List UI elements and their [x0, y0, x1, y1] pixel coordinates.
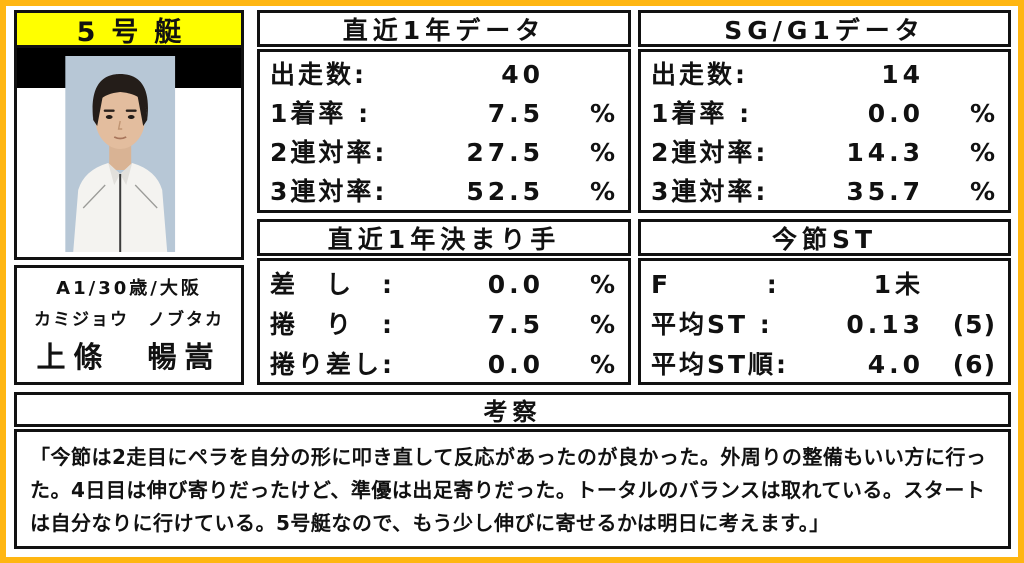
racer-comment: 「今節は2走目にペラを自分の形に叩き直して反応があったのが良かった。外周りの整備… [30, 445, 987, 535]
photo-cell [14, 48, 244, 260]
stat-unit: % [589, 177, 616, 206]
panel-recent-year: 直近1年データ 出走数: 40 1着率 : 7.5 % 2連対率: 27.5 %… [257, 10, 631, 213]
racer-info-cell: A1/30歳/大阪 カミジョウ ノブタカ 上條 暢嵩 [14, 265, 244, 385]
panel-kousatsu-body: 「今節は2走目にペラを自分の形に叩き直して反応があったのが良かった。外周りの整備… [14, 429, 1011, 549]
racer-class-age-branch: A1/30歳/大阪 [56, 278, 202, 299]
stat-unit: % [589, 349, 616, 379]
stat-label: 出走数: [651, 60, 748, 89]
stat-unit: % [589, 309, 616, 339]
stat-row: 1着率 : 0.0 % [651, 94, 996, 133]
stat-label: 2連対率: [651, 138, 769, 167]
boat-number-banner: 5号艇 [14, 10, 244, 48]
stat-label: 差 し : [270, 269, 395, 299]
racer-name-kanji: 上條 暢嵩 [36, 340, 222, 374]
stat-row: 3連対率: 52.5 % [270, 172, 616, 211]
stat-row: 捲り差し: 0.0 % [270, 344, 616, 384]
stat-unit: (5) [952, 309, 996, 339]
stat-unit: % [969, 99, 996, 128]
stat-label: F : [651, 269, 780, 299]
stat-label: 平均ST順: [651, 349, 790, 379]
panel-kimarite: 直近1年決まり手 差 し : 0.0 % 捲 り : 7.5 % 捲り差し: 0… [257, 219, 631, 385]
stat-value: 0.13 [846, 309, 924, 339]
boat-number-label: 5号艇 [76, 16, 198, 48]
stat-row: 差 し : 0.0 % [270, 264, 616, 304]
stat-row: F : 1未 [651, 264, 996, 304]
stat-value: 0.0 [487, 349, 544, 379]
panel-recent-year-body: 出走数: 40 1着率 : 7.5 % 2連対率: 27.5 % 3連対率: 5… [257, 49, 631, 213]
stat-label: 出走数: [270, 60, 367, 89]
panel-st: 今節ST F : 1未 平均ST : 0.13 (5) 平均ST順: 4.0 (… [638, 219, 1011, 385]
panel-kimarite-title: 直近1年決まり手 [257, 219, 631, 256]
stat-value: 7.5 [487, 309, 544, 339]
panel-kimarite-body: 差 し : 0.0 % 捲 り : 7.5 % 捲り差し: 0.0 % [257, 258, 631, 385]
stat-value: 1未 [873, 269, 924, 299]
stat-value: 14 [881, 60, 924, 89]
racer-photo [65, 56, 176, 252]
stat-value: 4.0 [867, 349, 924, 379]
stat-row: 捲 り : 7.5 % [270, 304, 616, 344]
panel-kousatsu: 考察 「今節は2走目にペラを自分の形に叩き直して反応があったのが良かった。外周り… [14, 392, 1011, 549]
stat-unit: % [589, 138, 616, 167]
stat-value: 52.5 [466, 177, 544, 206]
stat-row: 3連対率: 35.7 % [651, 172, 996, 211]
stat-value: 0.0 [867, 99, 924, 128]
stat-label: 1着率 : [270, 99, 372, 128]
panel-sg-g1: SG/G1データ 出走数: 14 1着率 : 0.0 % 2連対率: 14.3 … [638, 10, 1011, 213]
panel-recent-year-title: 直近1年データ [257, 10, 631, 47]
stat-row: 1着率 : 7.5 % [270, 94, 616, 133]
panel-kousatsu-title: 考察 [14, 392, 1011, 427]
stat-label: 3連対率: [270, 177, 388, 206]
stat-value: 0.0 [487, 269, 544, 299]
panel-st-title: 今節ST [638, 219, 1011, 256]
stat-value: 35.7 [846, 177, 924, 206]
stat-row: 出走数: 14 [651, 55, 996, 94]
stat-unit: % [589, 269, 616, 299]
stat-label: 1着率 : [651, 99, 753, 128]
stat-label: 捲り差し: [270, 349, 395, 379]
stat-row: 平均ST : 0.13 (5) [651, 304, 996, 344]
stat-row: 2連対率: 27.5 % [270, 133, 616, 172]
stat-label: 捲 り : [270, 309, 395, 339]
stat-row: 平均ST順: 4.0 (6) [651, 344, 996, 384]
panel-sg-g1-body: 出走数: 14 1着率 : 0.0 % 2連対率: 14.3 % 3連対率: 3… [638, 49, 1011, 213]
panel-st-body: F : 1未 平均ST : 0.13 (5) 平均ST順: 4.0 (6) [638, 258, 1011, 385]
stat-value: 7.5 [487, 99, 544, 128]
stat-value: 27.5 [466, 138, 544, 167]
stat-unit: (6) [952, 349, 996, 379]
panel-sg-g1-title: SG/G1データ [638, 10, 1011, 47]
racer-name-kana: カミジョウ ノブタカ [34, 310, 224, 330]
stat-label: 3連対率: [651, 177, 769, 206]
stat-row: 出走数: 40 [270, 55, 616, 94]
stat-value: 40 [501, 60, 544, 89]
stat-row: 2連対率: 14.3 % [651, 133, 996, 172]
stat-unit: % [969, 138, 996, 167]
racer-column: 5号艇 [14, 10, 244, 385]
stat-label: 2連対率: [270, 138, 388, 167]
stat-value: 14.3 [846, 138, 924, 167]
stat-unit: % [589, 99, 616, 128]
stat-label: 平均ST : [651, 309, 773, 339]
stat-unit: % [969, 177, 996, 206]
